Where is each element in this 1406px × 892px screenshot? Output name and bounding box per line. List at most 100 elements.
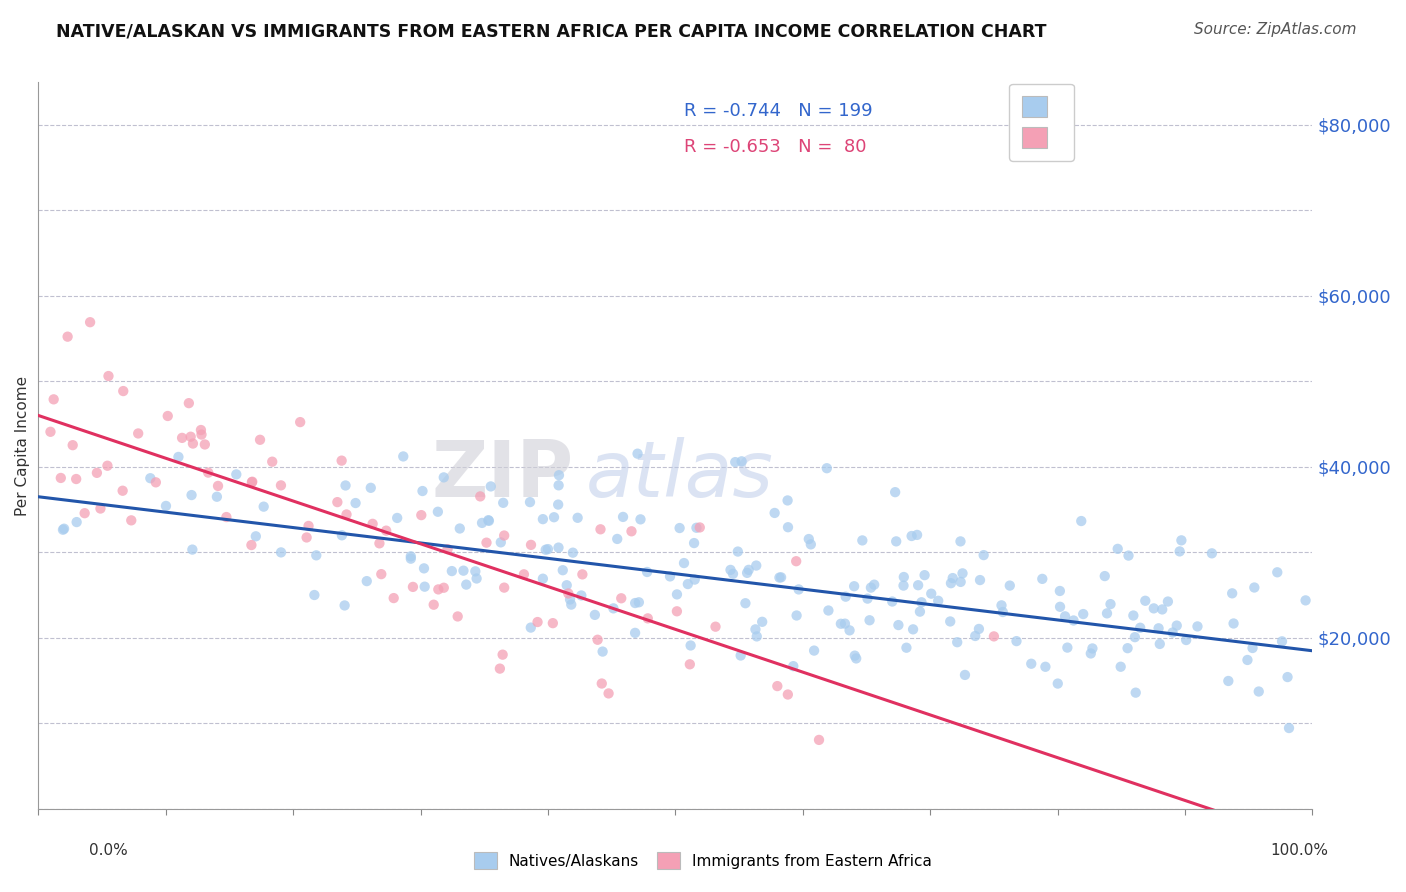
Point — [1071, 607, 1094, 621]
Point — [555, 578, 578, 592]
Point — [842, 579, 865, 593]
Point — [392, 450, 415, 464]
Point — [626, 447, 648, 461]
Point — [1081, 641, 1104, 656]
Point — [1019, 657, 1042, 671]
Text: R = -0.744   N = 199: R = -0.744 N = 199 — [685, 103, 873, 120]
Point — [477, 513, 499, 527]
Point — [541, 616, 564, 631]
Point — [787, 582, 810, 597]
Point — [375, 524, 398, 538]
Point — [1129, 621, 1152, 635]
Text: ZIP: ZIP — [432, 436, 574, 513]
Point — [967, 622, 990, 636]
Point — [1094, 569, 1116, 583]
Point — [856, 591, 879, 606]
Point — [215, 510, 238, 524]
Point — [456, 577, 478, 591]
Point — [156, 409, 179, 423]
Point — [884, 485, 907, 500]
Point — [547, 541, 569, 555]
Point — [436, 542, 458, 557]
Point — [1166, 618, 1188, 632]
Point — [520, 538, 543, 552]
Point — [1220, 586, 1243, 600]
Point — [910, 595, 932, 609]
Point — [1049, 584, 1071, 599]
Point — [800, 537, 823, 551]
Point — [1031, 572, 1053, 586]
Point — [73, 506, 96, 520]
Point — [1271, 634, 1294, 648]
Point — [676, 577, 699, 591]
Point — [858, 613, 880, 627]
Point — [737, 563, 759, 577]
Point — [52, 523, 75, 537]
Point — [624, 625, 647, 640]
Point — [990, 599, 1012, 613]
Point — [471, 516, 494, 530]
Point — [253, 500, 276, 514]
Point — [1056, 640, 1078, 655]
Point — [927, 594, 949, 608]
Point — [382, 591, 405, 606]
Point — [610, 591, 633, 606]
Point — [776, 688, 799, 702]
Point — [411, 483, 433, 498]
Point — [1265, 566, 1288, 580]
Point — [180, 488, 202, 502]
Point — [1135, 594, 1157, 608]
Point — [782, 659, 804, 673]
Point — [1123, 630, 1146, 644]
Point — [679, 639, 702, 653]
Point — [56, 329, 79, 343]
Point — [882, 594, 904, 608]
Point — [180, 430, 202, 444]
Point — [181, 542, 204, 557]
Point — [53, 522, 76, 536]
Point — [908, 605, 931, 619]
Point — [1095, 607, 1118, 621]
Point — [494, 528, 516, 542]
Point — [440, 564, 463, 578]
Point — [672, 556, 695, 570]
Point — [724, 455, 747, 469]
Point — [851, 533, 873, 548]
Point — [1116, 641, 1139, 656]
Point — [721, 566, 744, 581]
Point — [636, 565, 658, 579]
Point — [335, 508, 357, 522]
Point — [330, 528, 353, 542]
Point — [1175, 633, 1198, 648]
Point — [270, 478, 292, 492]
Point — [489, 535, 512, 549]
Point — [304, 588, 326, 602]
Point — [335, 478, 357, 492]
Text: NATIVE/ALASKAN VS IMMIGRANTS FROM EASTERN AFRICA PER CAPITA INCOME CORRELATION C: NATIVE/ALASKAN VS IMMIGRANTS FROM EASTER… — [56, 22, 1046, 40]
Point — [730, 454, 752, 468]
Point — [845, 651, 868, 665]
Point — [665, 587, 688, 601]
Text: 100.0%: 100.0% — [1270, 843, 1329, 858]
Point — [637, 611, 659, 625]
Point — [478, 514, 501, 528]
Point — [494, 581, 516, 595]
Point — [953, 668, 976, 682]
Point — [1295, 593, 1317, 607]
Point — [333, 599, 356, 613]
Point — [385, 511, 408, 525]
Point — [305, 549, 328, 563]
Point — [571, 567, 593, 582]
Point — [96, 458, 118, 473]
Point — [1147, 621, 1170, 635]
Point — [624, 596, 647, 610]
Point — [344, 496, 367, 510]
Point — [567, 510, 589, 524]
Point — [427, 582, 450, 597]
Point — [834, 616, 856, 631]
Point — [1063, 614, 1085, 628]
Point — [86, 466, 108, 480]
Point — [896, 640, 918, 655]
Point — [449, 521, 471, 535]
Legend: Natives/Alaskans, Immigrants from Eastern Africa: Natives/Alaskans, Immigrants from Easter… — [468, 846, 938, 875]
